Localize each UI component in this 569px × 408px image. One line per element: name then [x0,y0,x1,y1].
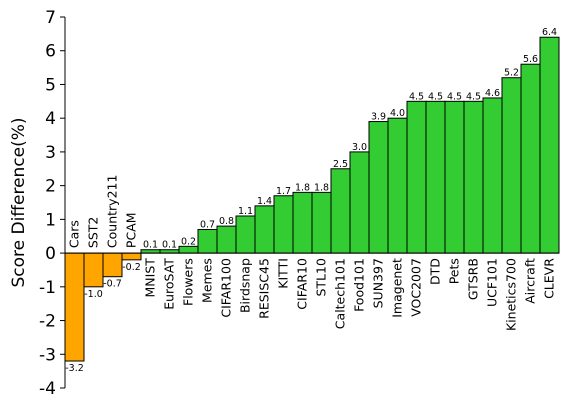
value-label: 3.9 [371,112,386,123]
y-tick-label: 1 [45,210,56,230]
value-label: 2.5 [333,159,348,170]
bar-food101 [349,151,370,254]
y-tick-label: 4 [45,109,56,129]
bar-dtd [425,100,446,254]
value-label: 0.1 [162,240,177,251]
y-tick-label: 2 [45,177,56,197]
category-label: Memes [200,258,215,303]
y-axis: -4 -3 -2 -1 0 1 2 3 4 5 6 7 [39,8,559,399]
category-label: Aircraft [523,258,538,304]
value-label: 0.2 [181,236,196,247]
bar-ucf101 [482,97,503,254]
value-label: 4.5 [447,91,462,102]
category-label: UCF101 [485,258,500,307]
category-label: PCAM [124,212,139,248]
category-label: CIFAR100 [219,258,234,318]
value-label: 4.5 [428,91,443,102]
value-label: 1.8 [295,182,310,193]
value-label: 0.8 [219,216,234,227]
category-label: SST2 [86,217,101,248]
bar-caltech101 [330,168,351,254]
category-label: Flowers [181,258,196,306]
category-label: STL10 [314,258,329,296]
bar-birdsnap [235,215,256,254]
bar-imagenet [387,117,408,254]
bar-stl10 [311,191,332,254]
category-label: GTSRB [466,258,481,300]
bar-country211 [102,252,123,278]
category-label: Food101 [352,258,367,312]
category-labels-group: Cars SST2 Country211 PCAM MNIST EuroSAT Flower… [67,175,557,331]
value-label: 1.7 [276,186,291,197]
value-label: 0.7 [200,219,215,230]
category-label: RESISC45 [257,258,272,319]
y-tick-label: -1 [39,278,56,298]
value-label: 4.5 [466,91,481,102]
value-label: -3.2 [65,363,84,374]
value-label: 5.6 [523,54,538,65]
category-label: CIFAR10 [295,258,310,310]
category-label: SUN397 [371,258,386,308]
bar-cifar100 [216,225,237,254]
y-tick-label: 3 [45,143,56,163]
category-label: Kinetics700 [504,258,519,331]
y-tick-label: 0 [45,244,56,264]
category-label: Pets [447,258,462,284]
category-label: Imagenet [390,258,405,318]
bar-cifar10 [292,191,313,254]
category-label: Birdsnap [238,258,253,313]
category-label: DTD [428,258,443,285]
category-label: CLEVR [542,258,557,299]
category-label: MNIST [143,258,158,298]
bar-voc2007 [406,100,427,254]
value-label: 1.8 [314,182,329,193]
category-label: Cars [67,220,82,248]
bar-resisc45 [254,205,275,254]
y-axis-title: Score Difference(%) [9,117,29,287]
value-label: 1.1 [238,206,253,217]
y-tick-label: -2 [39,312,56,332]
y-tick-label: 5 [45,75,56,95]
value-label: 6.4 [542,27,557,38]
value-label: 4.5 [409,91,424,102]
value-label: 4.0 [390,108,405,119]
value-label: 4.6 [485,88,500,99]
y-tick-label: 6 [45,42,56,62]
bar-sun397 [368,121,389,254]
category-label: EuroSAT [162,258,177,310]
value-label: 3.0 [352,142,367,153]
y-tick-label: 7 [45,8,56,28]
category-label: Country211 [105,175,120,249]
y-tick-label: -4 [39,379,56,399]
bar-sst2 [83,252,104,288]
bar-aircraft [520,63,541,254]
bar-pets [444,100,465,254]
bar-gtsrb [463,100,484,254]
value-labels-group: -3.2-1.0-0.7-0.20.1 0.1 0.20.7 0.81.11.41.7… [65,27,557,374]
bar-kitti [273,195,294,254]
bar-kinetics700 [501,77,522,254]
value-label: -0.2 [122,262,141,273]
value-label: -1.0 [84,289,103,300]
y-tick-label: -3 [39,345,56,365]
value-label: 0.1 [143,240,158,251]
category-label: VOC2007 [409,258,424,317]
bar-clevr [539,36,560,254]
bar-memes [197,228,218,254]
category-label: KITTI [276,258,291,289]
value-label: 1.4 [257,196,272,207]
bar-cars [64,252,85,362]
value-label: -0.7 [103,279,122,290]
category-label: Caltech101 [333,258,348,329]
bar-pcam [121,252,142,261]
value-label: 5.2 [504,68,519,79]
bars-group [64,36,560,362]
